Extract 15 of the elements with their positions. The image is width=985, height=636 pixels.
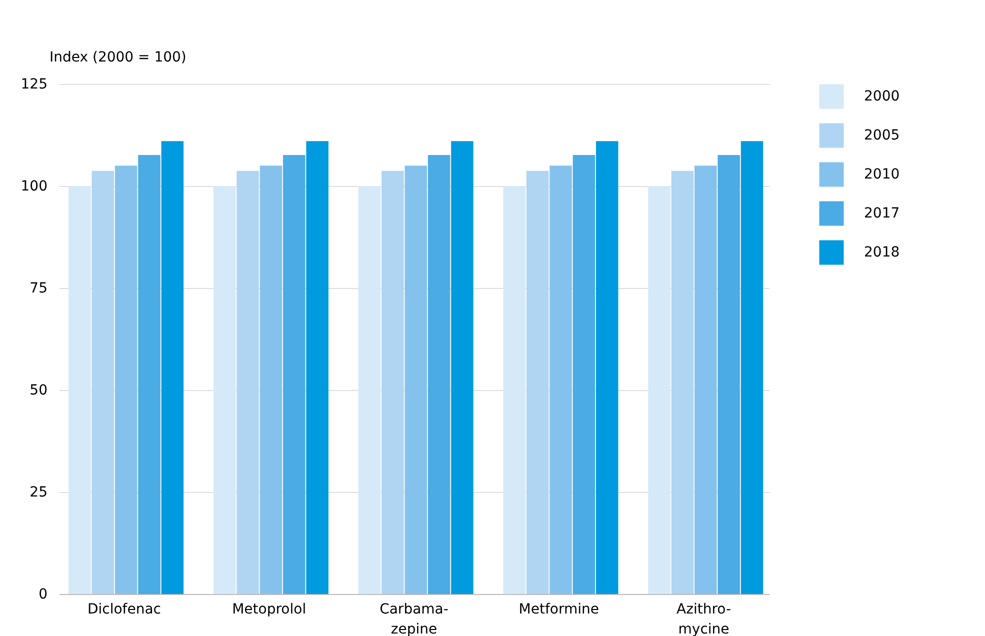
legend-label: 2000 — [864, 88, 900, 104]
y-tick-label: 125 — [20, 76, 48, 92]
x-tick-label: Metformine — [518, 602, 599, 618]
legend-label: 2017 — [864, 206, 900, 222]
y-tick-label: 0 — [38, 586, 48, 602]
y-axis-title: Index (2000 = 100) — [50, 50, 186, 66]
y-tick-label: 50 — [30, 382, 48, 398]
legend-label: 2018 — [864, 244, 900, 260]
x-tick-label: Diclofenac — [87, 602, 161, 618]
y-tick-label: 25 — [30, 484, 48, 500]
legend-label: 2010 — [864, 166, 900, 182]
y-tick-label: 75 — [30, 280, 48, 296]
y-tick-label: 100 — [20, 178, 48, 194]
x-tick-label: Metoprolol — [232, 602, 306, 618]
legend-label: 2005 — [864, 128, 900, 144]
